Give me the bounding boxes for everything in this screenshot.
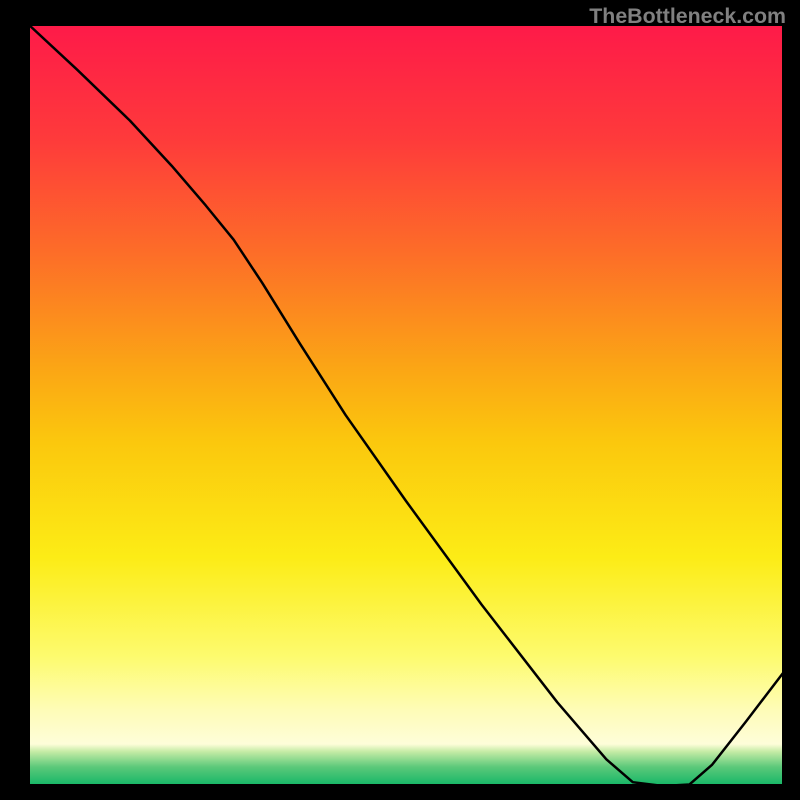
chart-root: TheBottleneck.com <box>0 0 800 800</box>
watermark-text: TheBottleneck.com <box>589 4 786 29</box>
plot-area <box>28 24 784 786</box>
bottleneck-chart <box>0 0 800 800</box>
